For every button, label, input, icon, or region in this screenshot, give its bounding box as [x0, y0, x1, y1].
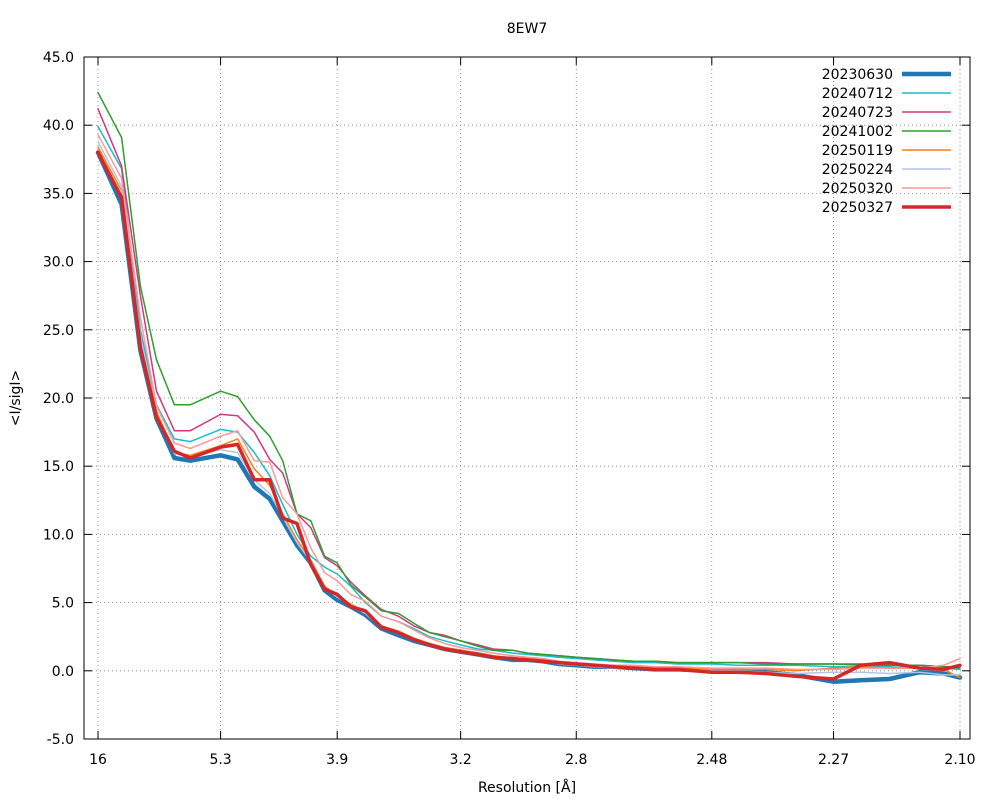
x-tick-label: 2.10 — [944, 752, 975, 768]
y-tick-label: -5.0 — [47, 732, 74, 748]
axis-ticks: -5.0 0.0 5.0 10.0 15.0 20.0 25.0 30.0 35.0 40.0 45… — [43, 50, 976, 768]
legend: 20230630 20240712 20240723 20241002 20250119… — [822, 67, 951, 216]
x-tick-label: 3.2 — [449, 752, 471, 768]
legend-label: 20250224 — [822, 162, 893, 178]
x-tick-label: 3.9 — [326, 752, 348, 768]
series-line-20250320 — [97, 133, 961, 671]
series-line-20240712 — [97, 125, 961, 671]
legend-label: 20250320 — [822, 181, 893, 197]
legend-label: 20250327 — [822, 200, 893, 216]
y-tick-label: 45.0 — [43, 50, 74, 66]
series-line-20250224 — [97, 140, 961, 676]
y-tick-label: 40.0 — [43, 118, 74, 134]
series-lines — [95, 91, 963, 684]
legend-label: 20240712 — [822, 86, 893, 102]
legend-label: 20241002 — [822, 124, 893, 140]
x-tick-label: 2.8 — [565, 752, 587, 768]
y-tick-label: 10.0 — [43, 527, 74, 543]
series-line-20250119 — [97, 146, 961, 679]
y-tick-label: 35.0 — [43, 186, 74, 202]
x-tick-label: 2.48 — [696, 752, 727, 768]
y-tick-label: 0.0 — [52, 664, 74, 680]
y-tick-label: 30.0 — [43, 255, 74, 271]
legend-label: 20240723 — [822, 105, 893, 121]
series-line-20250327 — [96, 150, 962, 681]
grid-lines — [84, 57, 970, 739]
y-axis-label: <I/sigI> — [8, 370, 24, 427]
y-tick-label: 5.0 — [52, 596, 74, 612]
x-tick-label: 5.3 — [209, 752, 231, 768]
legend-label: 20230630 — [822, 67, 893, 83]
x-tick-label: 2.27 — [818, 752, 849, 768]
y-tick-label: 15.0 — [43, 459, 74, 475]
x-tick-label: 16 — [89, 752, 107, 768]
y-tick-label: 25.0 — [43, 323, 74, 339]
y-tick-label: 20.0 — [43, 391, 74, 407]
legend-label: 20250119 — [822, 143, 893, 159]
chart-title: 8EW7 — [507, 21, 548, 37]
series-line-20241002 — [97, 91, 961, 669]
x-axis-label: Resolution [Å] — [478, 779, 576, 796]
